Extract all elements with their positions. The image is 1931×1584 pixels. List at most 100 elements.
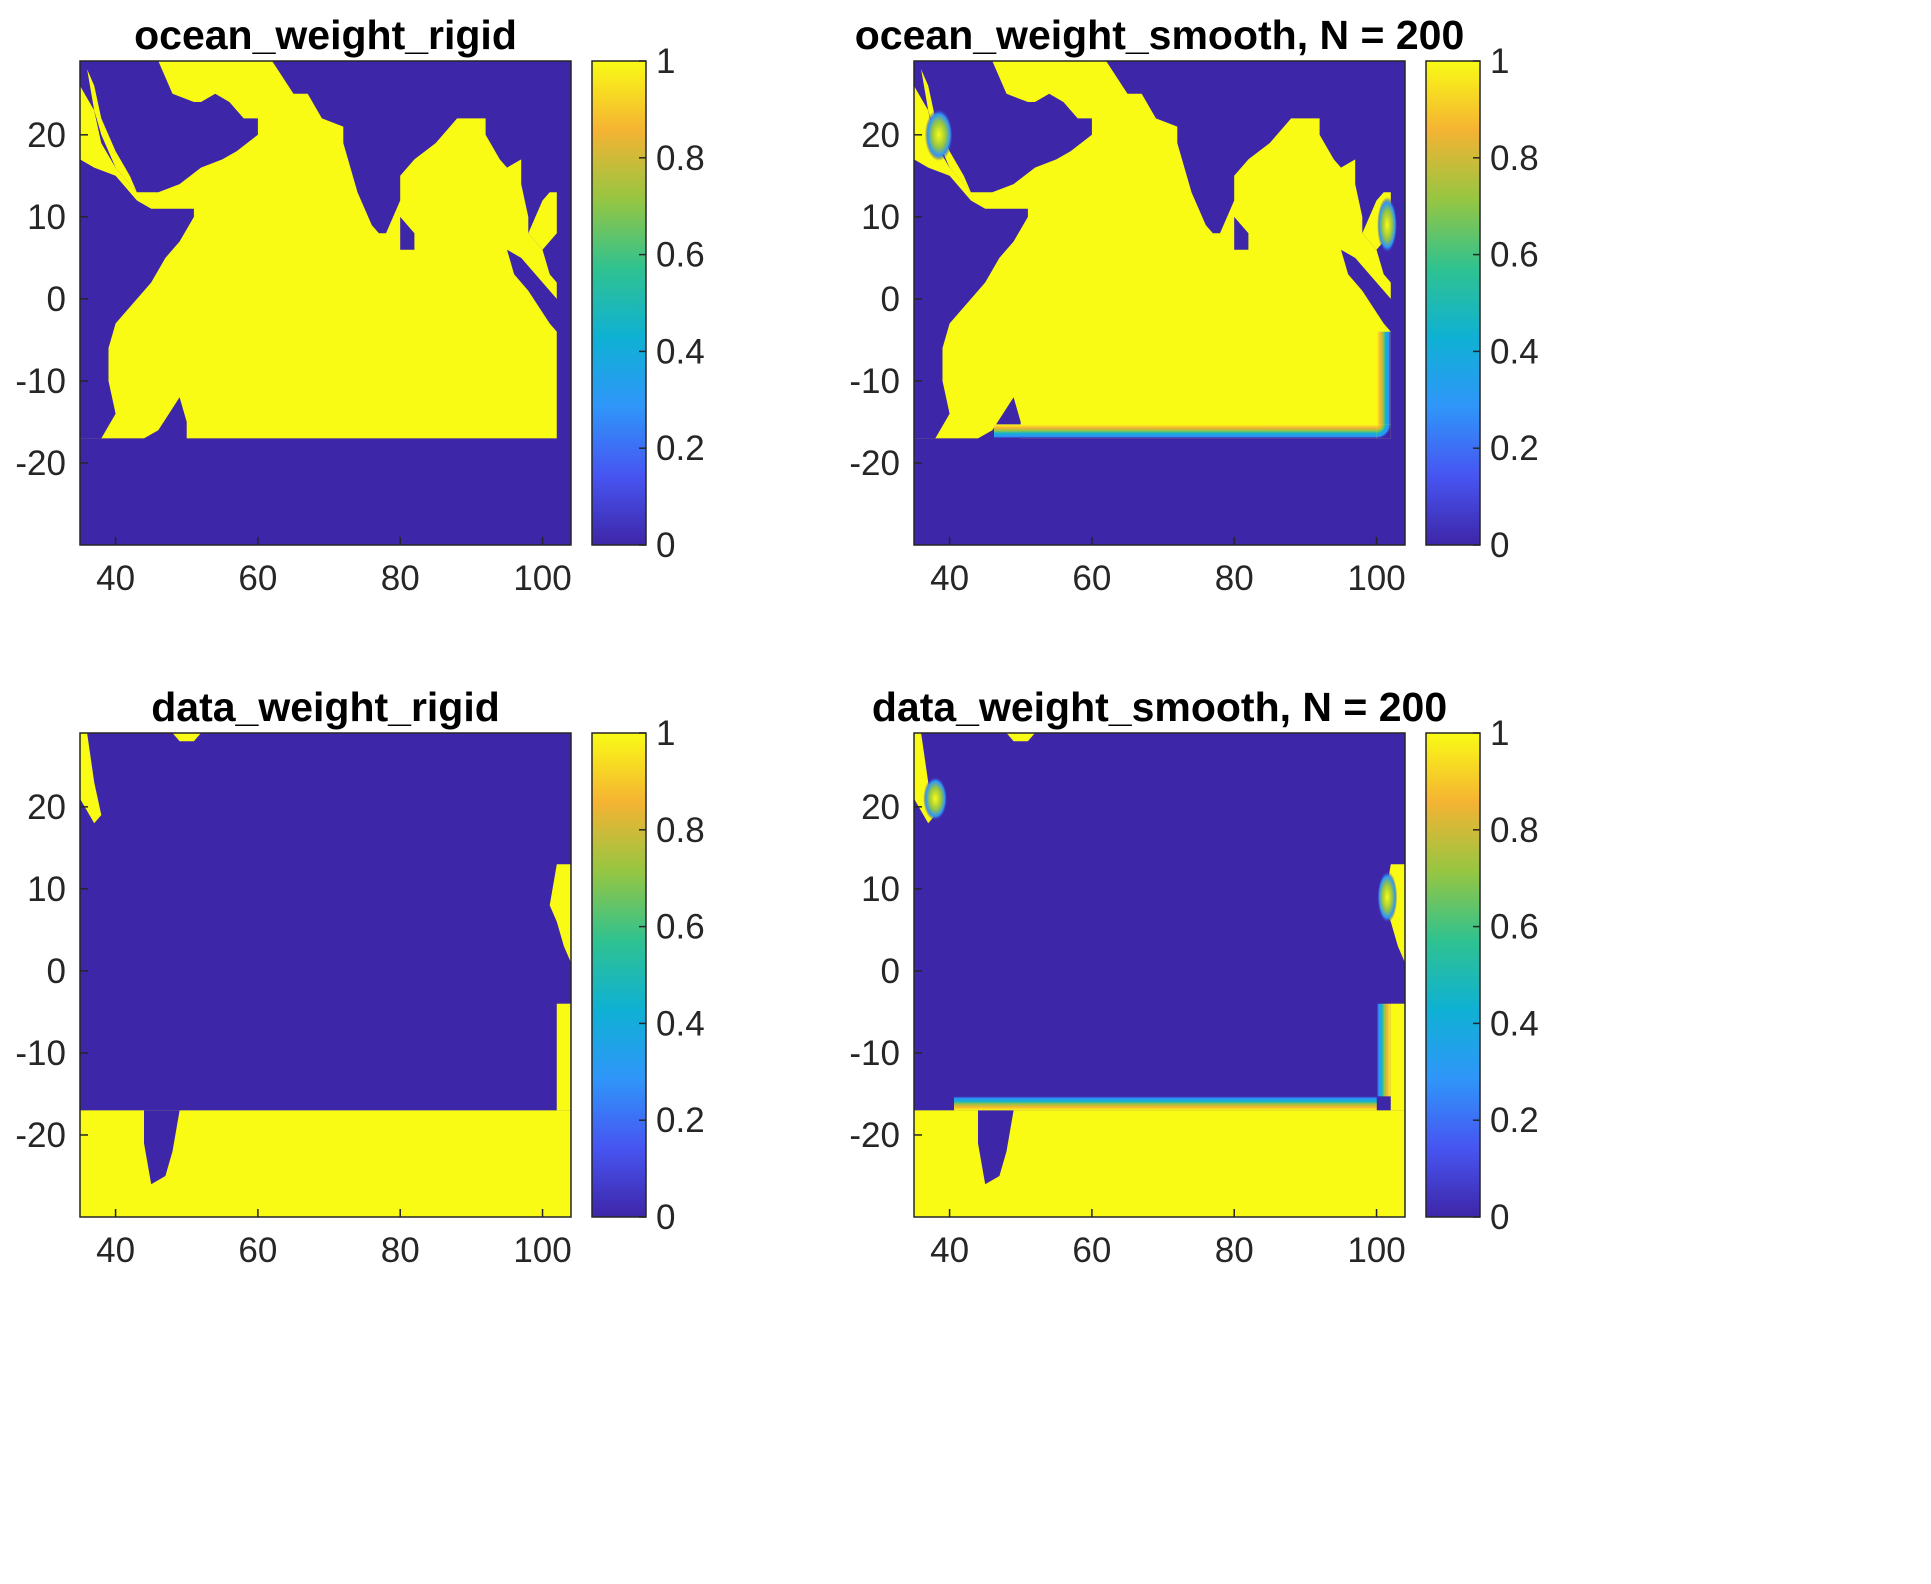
land-mask-srilanka xyxy=(400,216,415,250)
x-tick-label: 40 xyxy=(930,559,969,598)
colorbar-tick-label: 0.4 xyxy=(1490,332,1539,371)
y-tick-label: 10 xyxy=(861,870,900,909)
thailand-transition xyxy=(1377,871,1398,924)
colorbar-gradient xyxy=(1425,732,1481,1218)
colorbar-tick-label: 0.2 xyxy=(656,1101,705,1140)
colorbar-gradient xyxy=(591,732,647,1218)
x-tick-label: 80 xyxy=(381,1231,420,1270)
y-tick-label: -20 xyxy=(15,444,66,483)
madagascar-mask xyxy=(144,1110,180,1185)
colorbar-tick-label: 0.6 xyxy=(1490,236,1539,275)
y-tick-label: -20 xyxy=(849,444,900,483)
colorbar: 1 0.8 0.6 0.4 0.2 0 xyxy=(1425,714,1539,1237)
heatmap-area xyxy=(914,61,1405,545)
land-mask-india xyxy=(1106,61,1405,291)
heatmap-area xyxy=(914,733,1405,1217)
y-tick-label: -20 xyxy=(849,1116,900,1155)
persian-gulf xyxy=(172,61,244,111)
east-data-region xyxy=(1390,1003,1405,1111)
heatmap-area xyxy=(80,733,571,1217)
south-transition xyxy=(954,1096,1377,1111)
x-tick-label: 100 xyxy=(1347,1231,1405,1270)
y-tick-label: 0 xyxy=(881,952,900,991)
land-mask-madagascar xyxy=(144,397,187,504)
x-tick-label: 100 xyxy=(1347,559,1405,598)
y-tick-label: 0 xyxy=(47,952,66,991)
y-tick-label: 20 xyxy=(861,788,900,827)
x-tick-label: 100 xyxy=(513,559,571,598)
colorbar-gradient xyxy=(591,60,647,546)
colorbar-tick-label: 0.6 xyxy=(656,236,705,275)
colorbar-tick-label: 0.4 xyxy=(1490,1004,1539,1043)
x-tick-label: 60 xyxy=(238,1231,277,1270)
colorbar-tick-label: 1 xyxy=(656,714,675,753)
colorbar-tick-label: 0.6 xyxy=(656,908,705,947)
red-sea xyxy=(87,69,137,193)
land-mask-srilanka xyxy=(1234,216,1249,250)
colorbar-tick-label: 0 xyxy=(656,1198,675,1237)
x-tick-label: 80 xyxy=(1215,559,1254,598)
x-tick-label: 80 xyxy=(1215,1231,1254,1270)
land-mask-india xyxy=(272,61,571,291)
y-tick-label: 0 xyxy=(47,280,66,319)
colorbar-tick-label: 1 xyxy=(1490,714,1509,753)
colorbar: 1 0.8 0.6 0.4 0.2 0 xyxy=(591,42,705,565)
x-tick-label: 40 xyxy=(96,1231,135,1270)
axes-box xyxy=(79,732,572,1218)
y-tick-label: -10 xyxy=(15,362,66,401)
land-mask-sumatra xyxy=(1341,249,1405,349)
land-mask-africaHorn xyxy=(914,159,1028,439)
y-tick-label: 10 xyxy=(861,198,900,237)
heatmap-area xyxy=(80,61,571,545)
madagascar-mask xyxy=(978,1110,1014,1185)
red-sea xyxy=(921,69,971,193)
red-sea-pocket xyxy=(80,733,102,824)
colorbar-tick-label: 0.4 xyxy=(656,1004,705,1043)
east-transition xyxy=(1376,331,1391,425)
y-tick-label: 20 xyxy=(27,116,66,155)
colorbar-tick-label: 0.8 xyxy=(656,139,705,178)
persian-gulf xyxy=(1006,61,1078,111)
x-tick-label: 60 xyxy=(238,559,277,598)
colorbar-tick-label: 0 xyxy=(1490,1198,1509,1237)
gulf-pocket xyxy=(1006,733,1035,742)
y-tick-label: 20 xyxy=(861,116,900,155)
colorbar-tick-label: 0.2 xyxy=(1490,1101,1539,1140)
colorbar: 1 0.8 0.6 0.4 0.2 0 xyxy=(591,714,705,1237)
axes-box xyxy=(79,60,572,546)
y-tick-label: 10 xyxy=(27,198,66,237)
y-tick-label: -10 xyxy=(849,362,900,401)
chart-title: ocean_weight_smooth, N = 200 xyxy=(855,12,1465,58)
x-tick-label: 60 xyxy=(1072,559,1111,598)
y-tick-label: 20 xyxy=(27,788,66,827)
colorbar-tick-label: 0.2 xyxy=(1490,429,1539,468)
south-transition xyxy=(994,424,1377,439)
x-tick-label: 60 xyxy=(1072,1231,1111,1270)
colorbar-tick-label: 0.2 xyxy=(656,429,705,468)
y-tick-label: 0 xyxy=(881,280,900,319)
red-sea-transition xyxy=(924,108,953,161)
chart-title: ocean_weight_rigid xyxy=(134,12,517,58)
gulf-pocket xyxy=(172,733,201,742)
red-sea-transition xyxy=(923,776,948,821)
y-tick-label: -20 xyxy=(15,1116,66,1155)
x-tick-label: 40 xyxy=(930,1231,969,1270)
colorbar-tick-label: 0.6 xyxy=(1490,908,1539,947)
east-transition xyxy=(1376,1003,1391,1097)
colorbar-gradient xyxy=(1425,60,1481,546)
y-tick-label: -10 xyxy=(849,1034,900,1073)
corner-transition xyxy=(1376,424,1391,439)
colorbar-tick-label: 0.8 xyxy=(1490,811,1539,850)
y-tick-label: -10 xyxy=(15,1034,66,1073)
colorbar-tick-label: 0 xyxy=(656,526,675,565)
colorbar-tick-label: 0 xyxy=(1490,526,1509,565)
thailand-pocket xyxy=(549,864,571,963)
colorbar-tick-label: 0.4 xyxy=(656,332,705,371)
chart-title: data_weight_rigid xyxy=(151,684,500,730)
east-data-region xyxy=(556,1003,571,1111)
